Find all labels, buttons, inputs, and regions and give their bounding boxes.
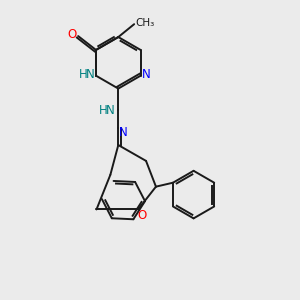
Text: H: H xyxy=(99,104,108,117)
Text: H: H xyxy=(79,68,88,81)
Text: CH₃: CH₃ xyxy=(135,18,155,28)
Text: N: N xyxy=(106,104,115,117)
Text: O: O xyxy=(68,28,77,40)
Text: O: O xyxy=(137,209,147,222)
Text: N: N xyxy=(119,126,128,139)
Text: N: N xyxy=(142,68,151,81)
Text: N: N xyxy=(86,68,94,81)
